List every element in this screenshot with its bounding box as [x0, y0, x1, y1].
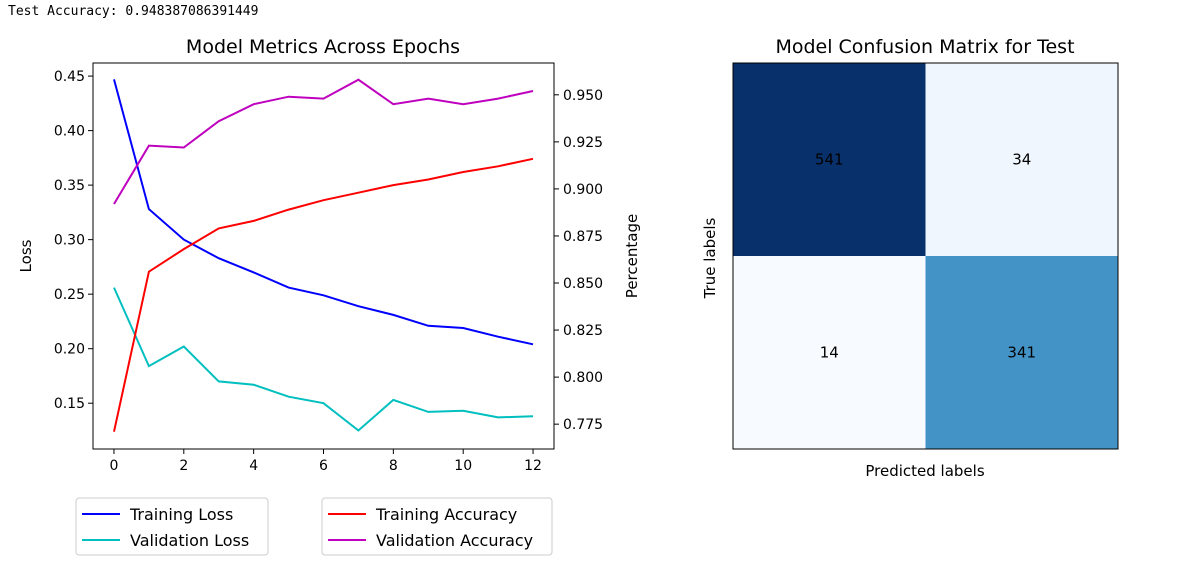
- loss-tick-label: 0.40: [54, 124, 85, 140]
- x-tick-label: 6: [319, 458, 328, 474]
- output-text: Test Accuracy: 0.948387086391449: [8, 4, 259, 19]
- matrix-cell: [925, 256, 1119, 450]
- percentage-tick-label: 0.900: [563, 182, 603, 198]
- percentage-tick-label: 0.950: [563, 88, 603, 104]
- loss-axis-label: Loss: [17, 239, 35, 272]
- series-line-training-accuracy: [113, 157, 534, 432]
- legend-label-validation-loss: Validation Loss: [130, 531, 249, 550]
- percentage-axis-label: Percentage: [623, 214, 641, 298]
- x-tick-label: 8: [389, 458, 398, 474]
- percentage-tick-label: 0.925: [563, 135, 603, 151]
- confusion-matrix-frame: [732, 62, 1119, 450]
- legend-label-validation-accuracy: Validation Accuracy: [376, 531, 533, 550]
- loss-tick-label: 0.35: [54, 178, 85, 194]
- matrix-cell: [733, 256, 926, 450]
- metrics-chart: Model Metrics Across Epochs 0 2 4 6 8 10 12 0.…: [17, 36, 641, 474]
- x-tick-label: 12: [524, 458, 542, 474]
- loss-tick-label: 0.20: [54, 342, 85, 358]
- x-tick-label: 2: [179, 458, 188, 474]
- metrics-legend: Training Loss Validation Loss Training Acc…: [75, 497, 553, 556]
- percentage-tick-label: 0.800: [563, 370, 603, 386]
- legend-label-training-loss: Training Loss: [129, 505, 233, 524]
- metrics-chart-title: Model Metrics Across Epochs: [186, 36, 460, 58]
- series-line-training-loss: [113, 79, 534, 346]
- predicted-labels-axis-label: Predicted labels: [865, 462, 984, 480]
- metrics-plot-frame: [92, 62, 555, 450]
- percentage-tick-label: 0.825: [563, 323, 603, 339]
- loss-tick-label: 0.25: [54, 287, 85, 303]
- confusion-matrix-chart: Model Confusion Matrix for Test 541 34 14 3…: [701, 36, 1119, 480]
- percentage-tick-label: 0.850: [563, 276, 603, 292]
- legend-box-accuracy: [321, 497, 553, 556]
- legend-box-loss: [75, 497, 269, 556]
- percentage-tick-label: 0.775: [563, 417, 603, 433]
- loss-tick-label: 0.30: [54, 233, 85, 249]
- x-tick-label: 0: [109, 458, 118, 474]
- matrix-cell-value: 14: [820, 344, 839, 362]
- matrix-cell: [733, 63, 926, 257]
- series-line-validation-loss: [113, 287, 534, 432]
- loss-tick-label: 0.15: [54, 396, 85, 412]
- matrix-cell-value: 541: [815, 151, 844, 169]
- x-tick-label: 4: [249, 458, 258, 474]
- matrix-cell: [925, 63, 1119, 257]
- percentage-tick-label: 0.875: [563, 229, 603, 245]
- matrix-cell-value: 341: [1007, 344, 1036, 362]
- loss-tick-label: 0.45: [54, 69, 85, 85]
- true-labels-axis-label: True labels: [701, 217, 719, 299]
- legend-label-training-accuracy: Training Accuracy: [375, 505, 517, 524]
- confusion-matrix-title: Model Confusion Matrix for Test: [775, 36, 1074, 58]
- matrix-cell-value: 34: [1012, 151, 1031, 169]
- x-tick-label: 10: [454, 458, 472, 474]
- series-line-validation-accuracy: [113, 78, 534, 205]
